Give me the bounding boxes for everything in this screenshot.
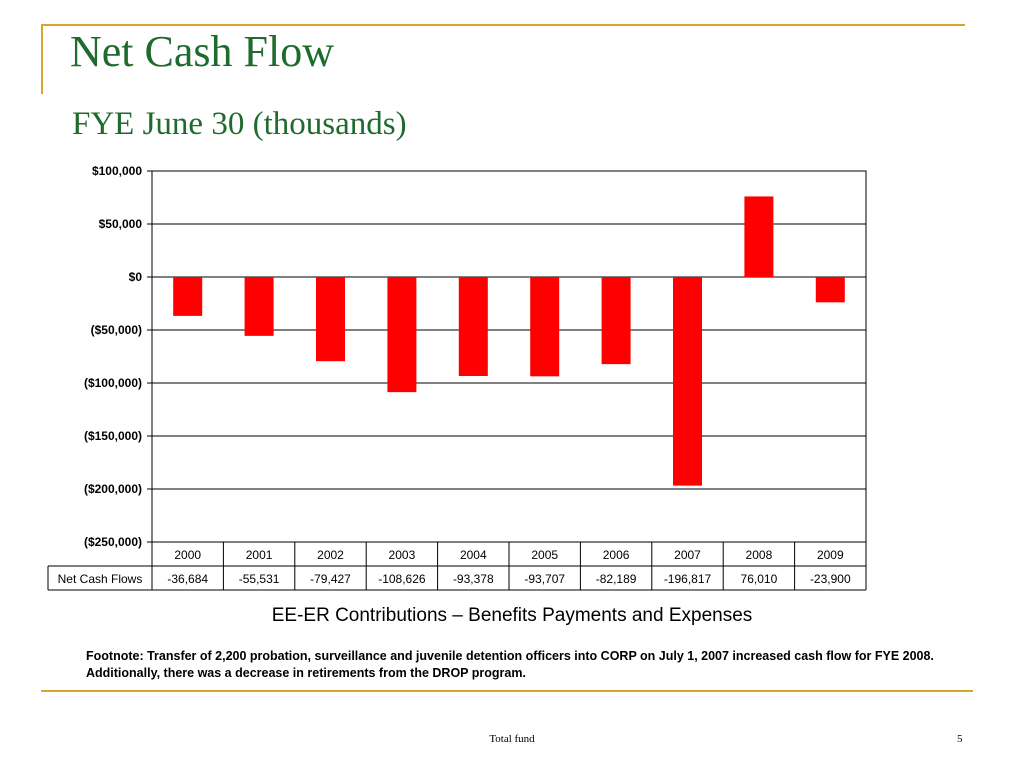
y-tick-label: $100,000 xyxy=(92,164,142,178)
y-tick-label: ($150,000) xyxy=(84,429,142,443)
y-tick-label: ($50,000) xyxy=(91,323,142,337)
x-category-label: 2004 xyxy=(460,548,487,562)
bar xyxy=(244,277,274,336)
table-value: -93,378 xyxy=(453,572,494,586)
table-value: -23,900 xyxy=(810,572,851,586)
table-value: -82,189 xyxy=(596,572,637,586)
footnote: Footnote: Transfer of 2,200 probation, s… xyxy=(86,649,934,680)
table-value: -36,684 xyxy=(167,572,208,586)
x-category-label: 2000 xyxy=(174,548,201,562)
slide-footer: Total fund xyxy=(489,733,535,745)
table-value: -79,427 xyxy=(310,572,351,586)
table-value: -196,817 xyxy=(664,572,712,586)
bar xyxy=(530,277,560,377)
table-value: -55,531 xyxy=(239,572,280,586)
x-category-label: 2005 xyxy=(531,548,558,562)
bar xyxy=(673,277,702,486)
chart-caption: EE-ER Contributions – Benefits Payments … xyxy=(271,605,753,626)
x-category-label: 2003 xyxy=(389,548,416,562)
x-category-label: 2008 xyxy=(746,548,773,562)
y-tick-label: ($250,000) xyxy=(84,535,142,549)
y-tick-label: ($100,000) xyxy=(84,376,142,390)
table-value: -108,626 xyxy=(378,572,426,586)
x-category-label: 2006 xyxy=(603,548,630,562)
bar xyxy=(316,277,345,362)
slide-frame-bottom xyxy=(41,690,973,692)
slide-title: Net Cash Flow xyxy=(70,27,334,76)
bar xyxy=(815,277,845,303)
bar xyxy=(458,277,488,376)
x-category-label: 2002 xyxy=(317,548,344,562)
y-tick-label: $50,000 xyxy=(99,217,143,231)
table-series-label: Net Cash Flows xyxy=(58,572,143,586)
slide-frame-left xyxy=(41,24,43,94)
x-category-label: 2001 xyxy=(246,548,273,562)
y-tick-label: $0 xyxy=(129,270,143,284)
slide-subtitle: FYE June 30 (thousands) xyxy=(72,106,407,142)
bar xyxy=(601,277,631,365)
table-value: -93,707 xyxy=(524,572,565,586)
x-category-label: 2007 xyxy=(674,548,701,562)
table-value: 76,010 xyxy=(741,572,778,586)
slide-frame-top xyxy=(41,24,965,26)
page-number: 5 xyxy=(957,733,963,745)
bar xyxy=(173,277,203,316)
bar xyxy=(387,277,417,393)
bar xyxy=(744,196,774,277)
x-category-label: 2009 xyxy=(817,548,844,562)
y-tick-label: ($200,000) xyxy=(84,482,142,496)
